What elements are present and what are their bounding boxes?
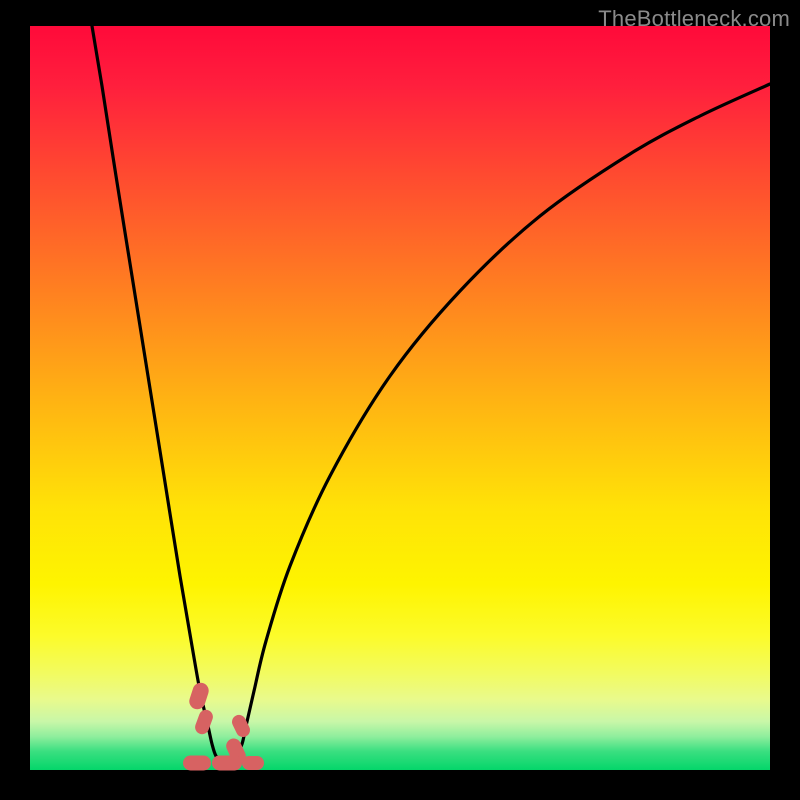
bottleneck-curve <box>92 26 770 761</box>
plot-area <box>30 26 770 770</box>
curve-marker <box>212 756 242 771</box>
curve-marker <box>242 756 264 770</box>
curve-layer <box>30 26 770 770</box>
curve-marker <box>183 756 211 771</box>
